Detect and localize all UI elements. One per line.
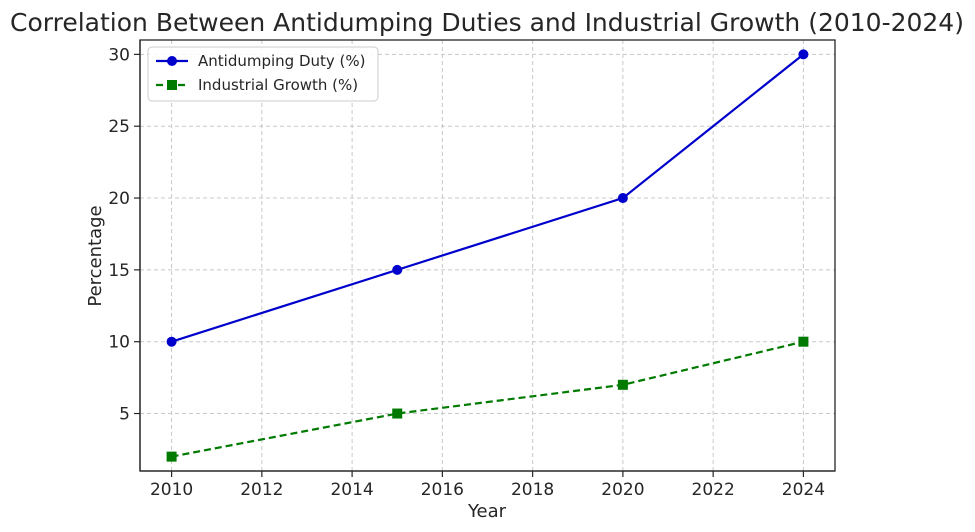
y-tick-label: 25 [108,117,130,137]
x-tick-label: 2010 [150,480,193,500]
y-tick-label: 10 [108,333,130,353]
plot-frame [139,39,836,472]
data-point [798,49,809,60]
series-line-2 [171,340,804,458]
series-layer [166,49,809,462]
y-tick-label: 30 [108,45,130,65]
data-point [392,408,403,419]
x-tick-label: 2014 [330,480,373,500]
x-tick-label: 2020 [601,480,644,500]
y-axis-ticks: 5 10 15 20 25 30 [108,45,140,425]
x-tick-label: 2012 [240,480,283,500]
x-axis-ticks: 2010 2012 2014 2016 2018 2020 2022 2024 [150,471,825,500]
y-tick-label: 5 [119,405,130,425]
x-tick-label: 2024 [782,480,825,500]
data-point [166,336,177,347]
data-point [617,379,628,390]
chart-title: Correlation Between Antidumping Duties a… [10,8,964,37]
legend-label: Industrial Growth (%) [198,76,358,94]
data-point [798,336,809,347]
legend-label: Antidumping Duty (%) [198,52,365,70]
series-line-1 [171,53,805,343]
x-tick-label: 2022 [692,480,735,500]
y-tick-label: 15 [108,261,130,281]
x-axis-label: Year [467,501,507,522]
x-tick-label: 2018 [511,480,554,500]
data-point [166,451,177,462]
x-tick-label: 2016 [421,480,464,500]
y-axis-label: Percentage [85,205,106,306]
grid-lines [140,40,835,471]
y-tick-label: 20 [108,189,130,209]
data-point [617,193,628,204]
legend-marker [167,56,177,66]
data-point [392,264,403,275]
legend-box [147,46,379,102]
legend-marker [167,80,177,90]
legend: Antidumping Duty (%) Industrial Growth (%… [147,46,379,102]
